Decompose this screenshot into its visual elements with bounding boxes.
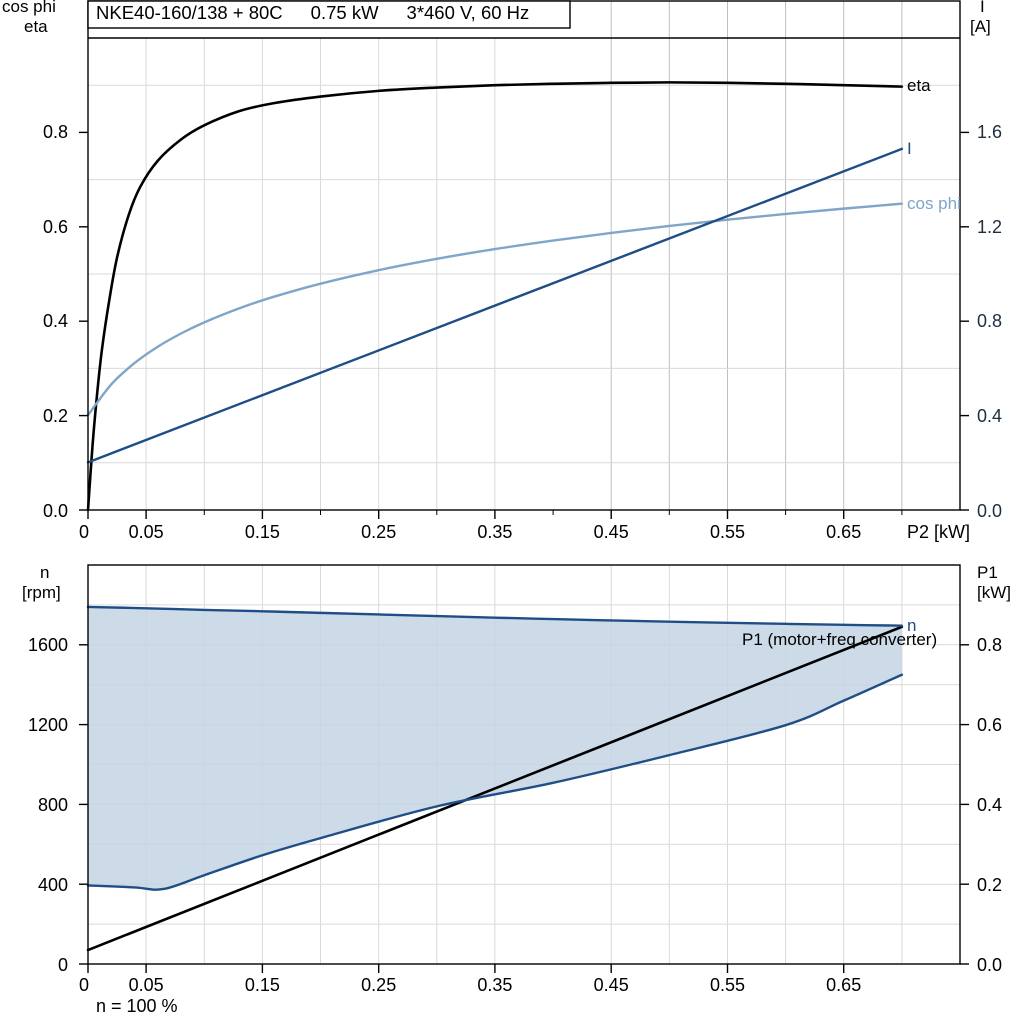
svg-text:1200: 1200	[28, 715, 68, 735]
svg-text:0.4: 0.4	[977, 406, 1002, 426]
svg-text:0.8: 0.8	[977, 311, 1002, 331]
svg-text:n: n	[40, 563, 49, 582]
svg-text:0.35: 0.35	[477, 975, 512, 995]
svg-text:400: 400	[38, 875, 68, 895]
svg-text:0.4: 0.4	[43, 311, 68, 331]
svg-text:800: 800	[38, 795, 68, 815]
svg-text:0.6: 0.6	[43, 217, 68, 237]
svg-text:0.05: 0.05	[129, 522, 164, 542]
svg-text:I: I	[907, 139, 912, 158]
svg-text:0.65: 0.65	[826, 975, 861, 995]
svg-text:cos phi: cos phi	[2, 0, 56, 16]
svg-text:I: I	[980, 0, 985, 16]
svg-text:0.25: 0.25	[361, 975, 396, 995]
svg-text:0: 0	[79, 522, 89, 542]
svg-text:0.45: 0.45	[594, 522, 629, 542]
svg-text:1600: 1600	[28, 635, 68, 655]
svg-text:eta: eta	[907, 76, 931, 95]
svg-text:0.2: 0.2	[43, 406, 68, 426]
svg-text:0.6: 0.6	[977, 715, 1002, 735]
svg-text:0: 0	[79, 975, 89, 995]
svg-text:P1 (motor+freq.converter): P1 (motor+freq.converter)	[742, 630, 937, 649]
svg-text:1.2: 1.2	[977, 217, 1002, 237]
svg-text:0.4: 0.4	[977, 795, 1002, 815]
svg-text:0.0: 0.0	[977, 955, 1002, 975]
svg-text:0.0: 0.0	[43, 501, 68, 521]
svg-text:0.35: 0.35	[477, 522, 512, 542]
svg-text:cos phi: cos phi	[907, 194, 961, 213]
svg-text:0.8: 0.8	[977, 635, 1002, 655]
svg-text:0.15: 0.15	[245, 522, 280, 542]
svg-text:[rpm]: [rpm]	[22, 583, 61, 602]
svg-text:eta: eta	[24, 17, 48, 36]
svg-text:0.05: 0.05	[129, 975, 164, 995]
svg-text:0.2: 0.2	[977, 875, 1002, 895]
svg-text:0.8: 0.8	[43, 122, 68, 142]
svg-text:0.45: 0.45	[594, 975, 629, 995]
svg-text:0.65: 0.65	[826, 522, 861, 542]
svg-text:0.0: 0.0	[977, 501, 1002, 521]
svg-text:0.25: 0.25	[361, 522, 396, 542]
svg-text:0: 0	[58, 955, 68, 975]
svg-text:n = 100 %: n = 100 %	[96, 996, 178, 1016]
svg-text:[A]: [A]	[970, 17, 991, 36]
svg-text:0.55: 0.55	[710, 522, 745, 542]
svg-text:0.15: 0.15	[245, 975, 280, 995]
svg-text:0.55: 0.55	[710, 975, 745, 995]
svg-text:P1: P1	[977, 563, 998, 582]
svg-text:[kW]: [kW]	[977, 583, 1011, 602]
svg-text:1.6: 1.6	[977, 122, 1002, 142]
svg-text:P2 [kW]: P2 [kW]	[907, 522, 970, 542]
